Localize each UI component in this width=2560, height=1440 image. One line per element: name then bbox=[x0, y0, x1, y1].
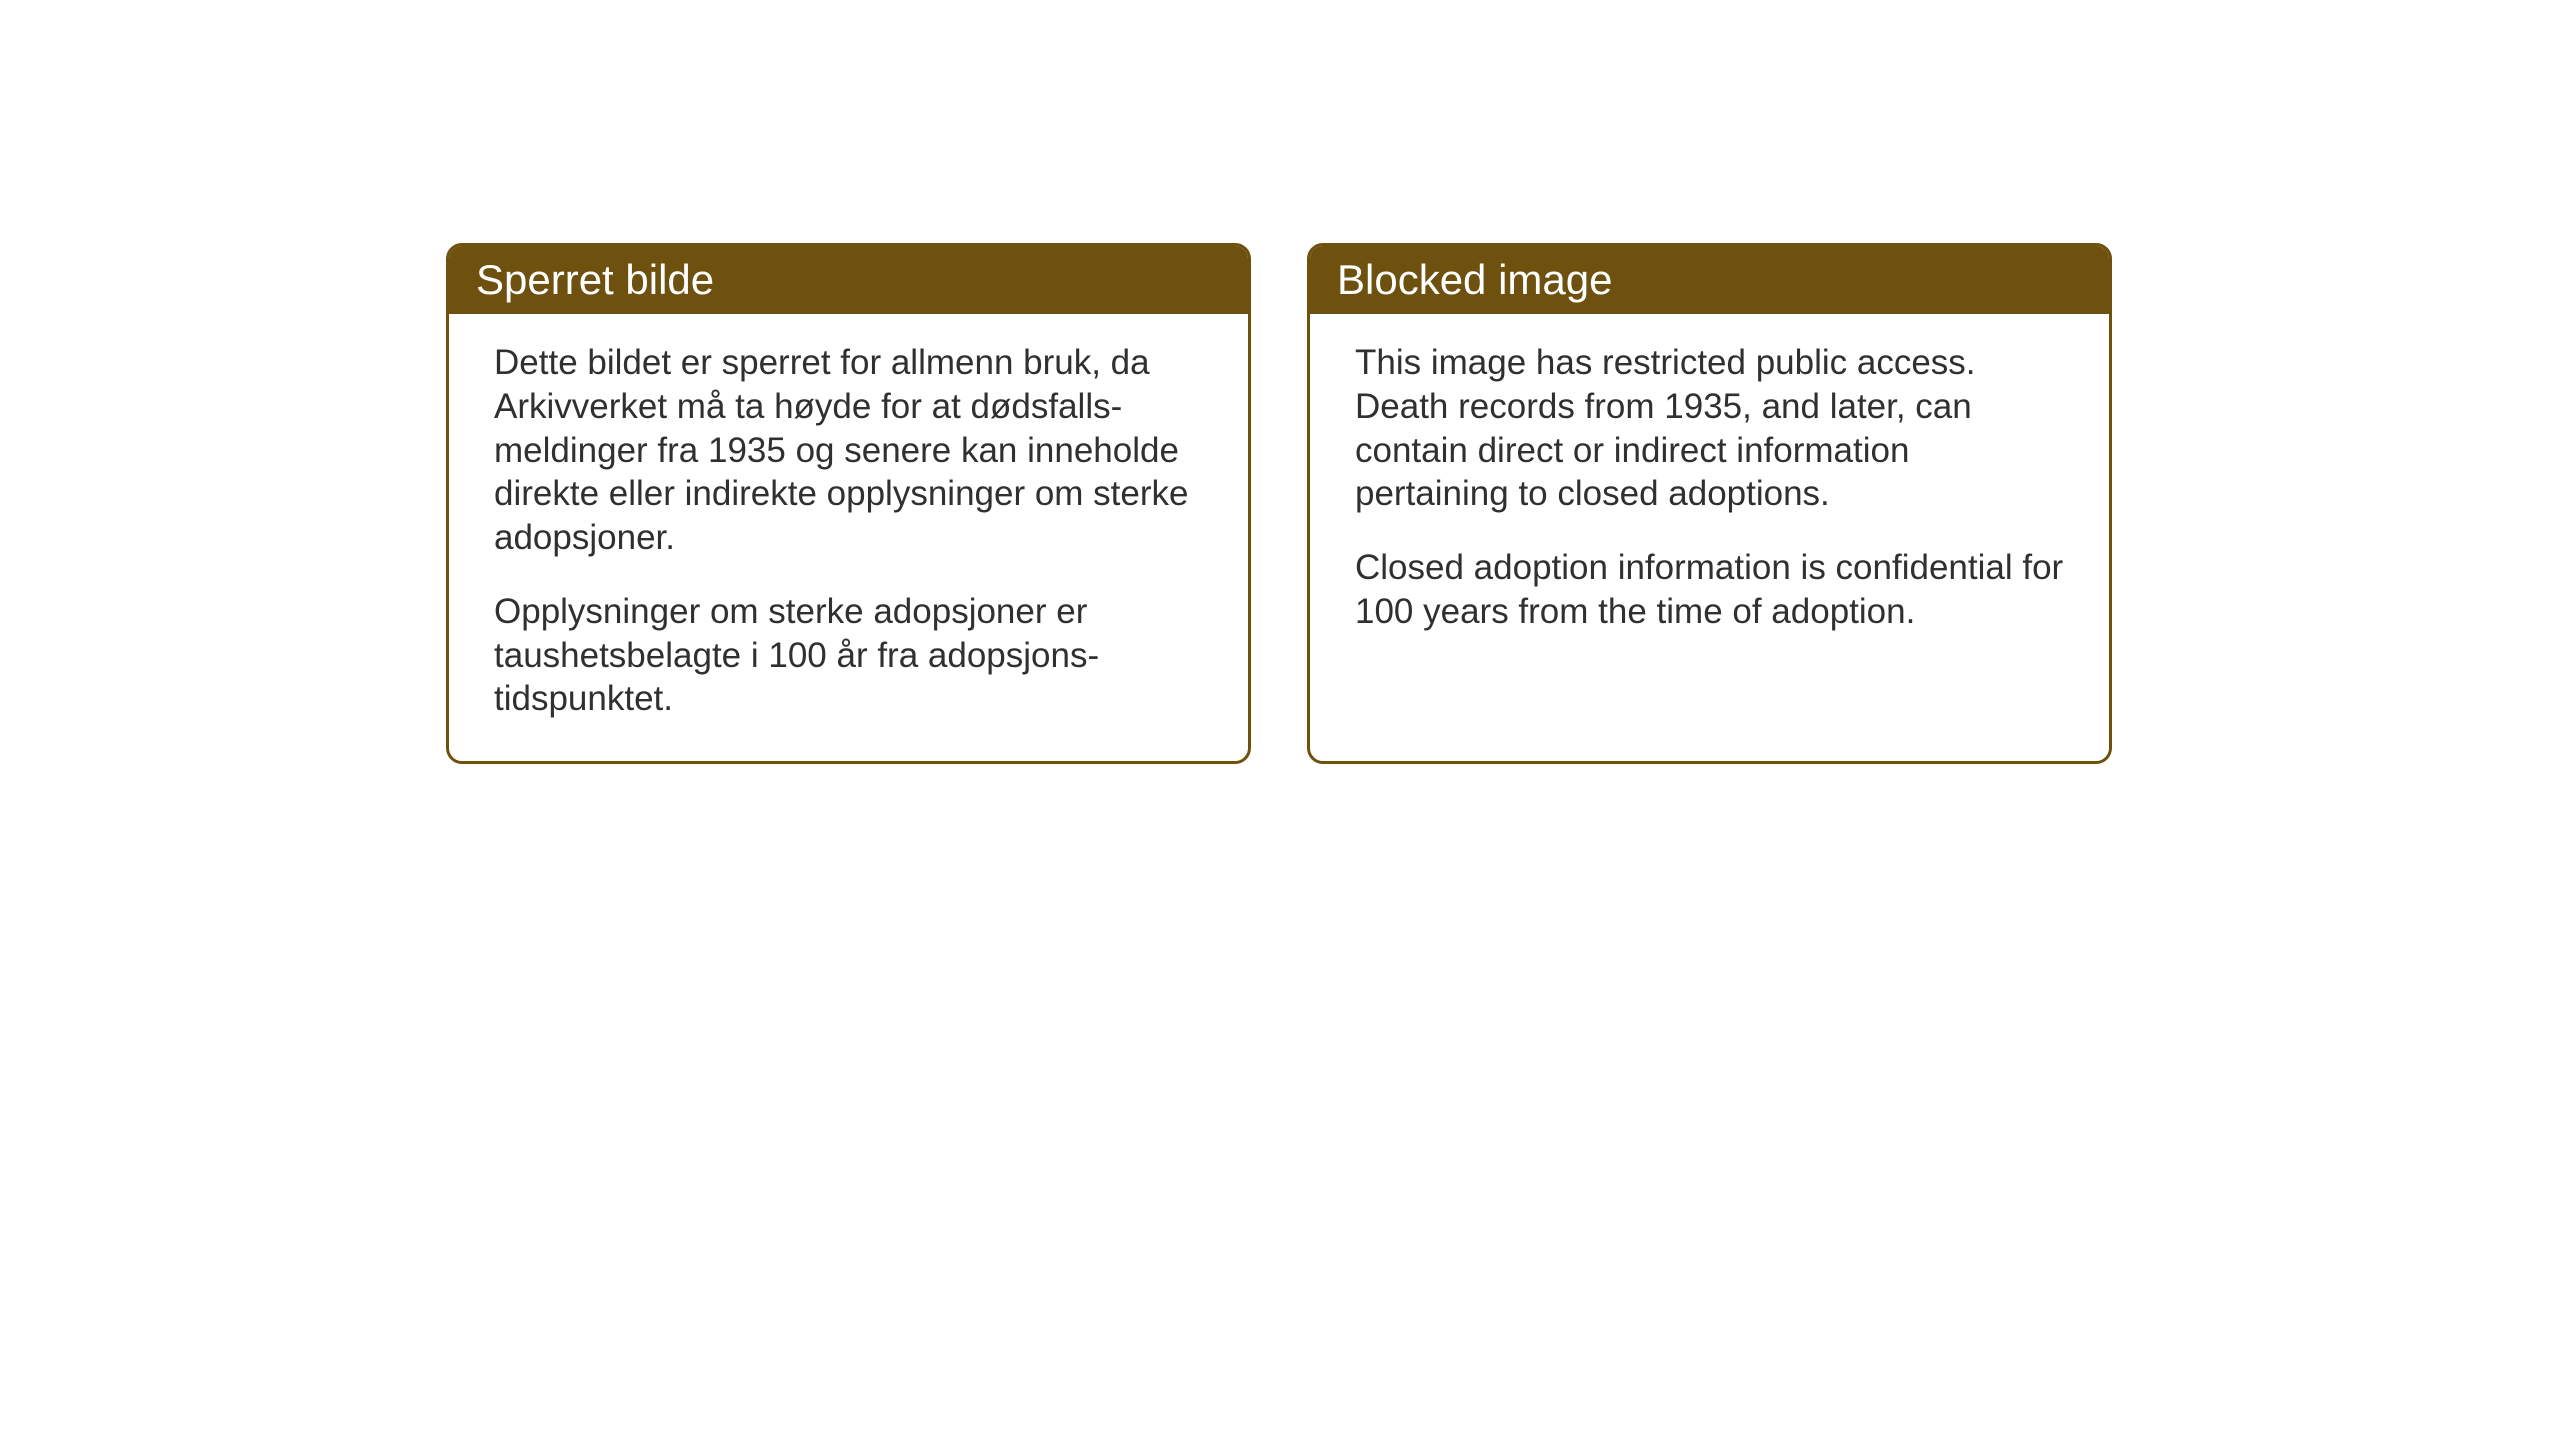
english-card-title: Blocked image bbox=[1310, 246, 2109, 314]
norwegian-card-title: Sperret bilde bbox=[449, 246, 1248, 314]
english-paragraph-2: Closed adoption information is confident… bbox=[1355, 546, 2064, 634]
english-notice-card: Blocked image This image has restricted … bbox=[1307, 243, 2112, 764]
english-card-body: This image has restricted public access.… bbox=[1310, 314, 2109, 674]
english-paragraph-1: This image has restricted public access.… bbox=[1355, 341, 2064, 516]
norwegian-notice-card: Sperret bilde Dette bildet er sperret fo… bbox=[446, 243, 1251, 764]
norwegian-paragraph-2: Opplysninger om sterke adopsjoner er tau… bbox=[494, 590, 1203, 721]
notice-container: Sperret bilde Dette bildet er sperret fo… bbox=[446, 243, 2112, 764]
norwegian-card-body: Dette bildet er sperret for allmenn bruk… bbox=[449, 314, 1248, 761]
norwegian-paragraph-1: Dette bildet er sperret for allmenn bruk… bbox=[494, 341, 1203, 560]
